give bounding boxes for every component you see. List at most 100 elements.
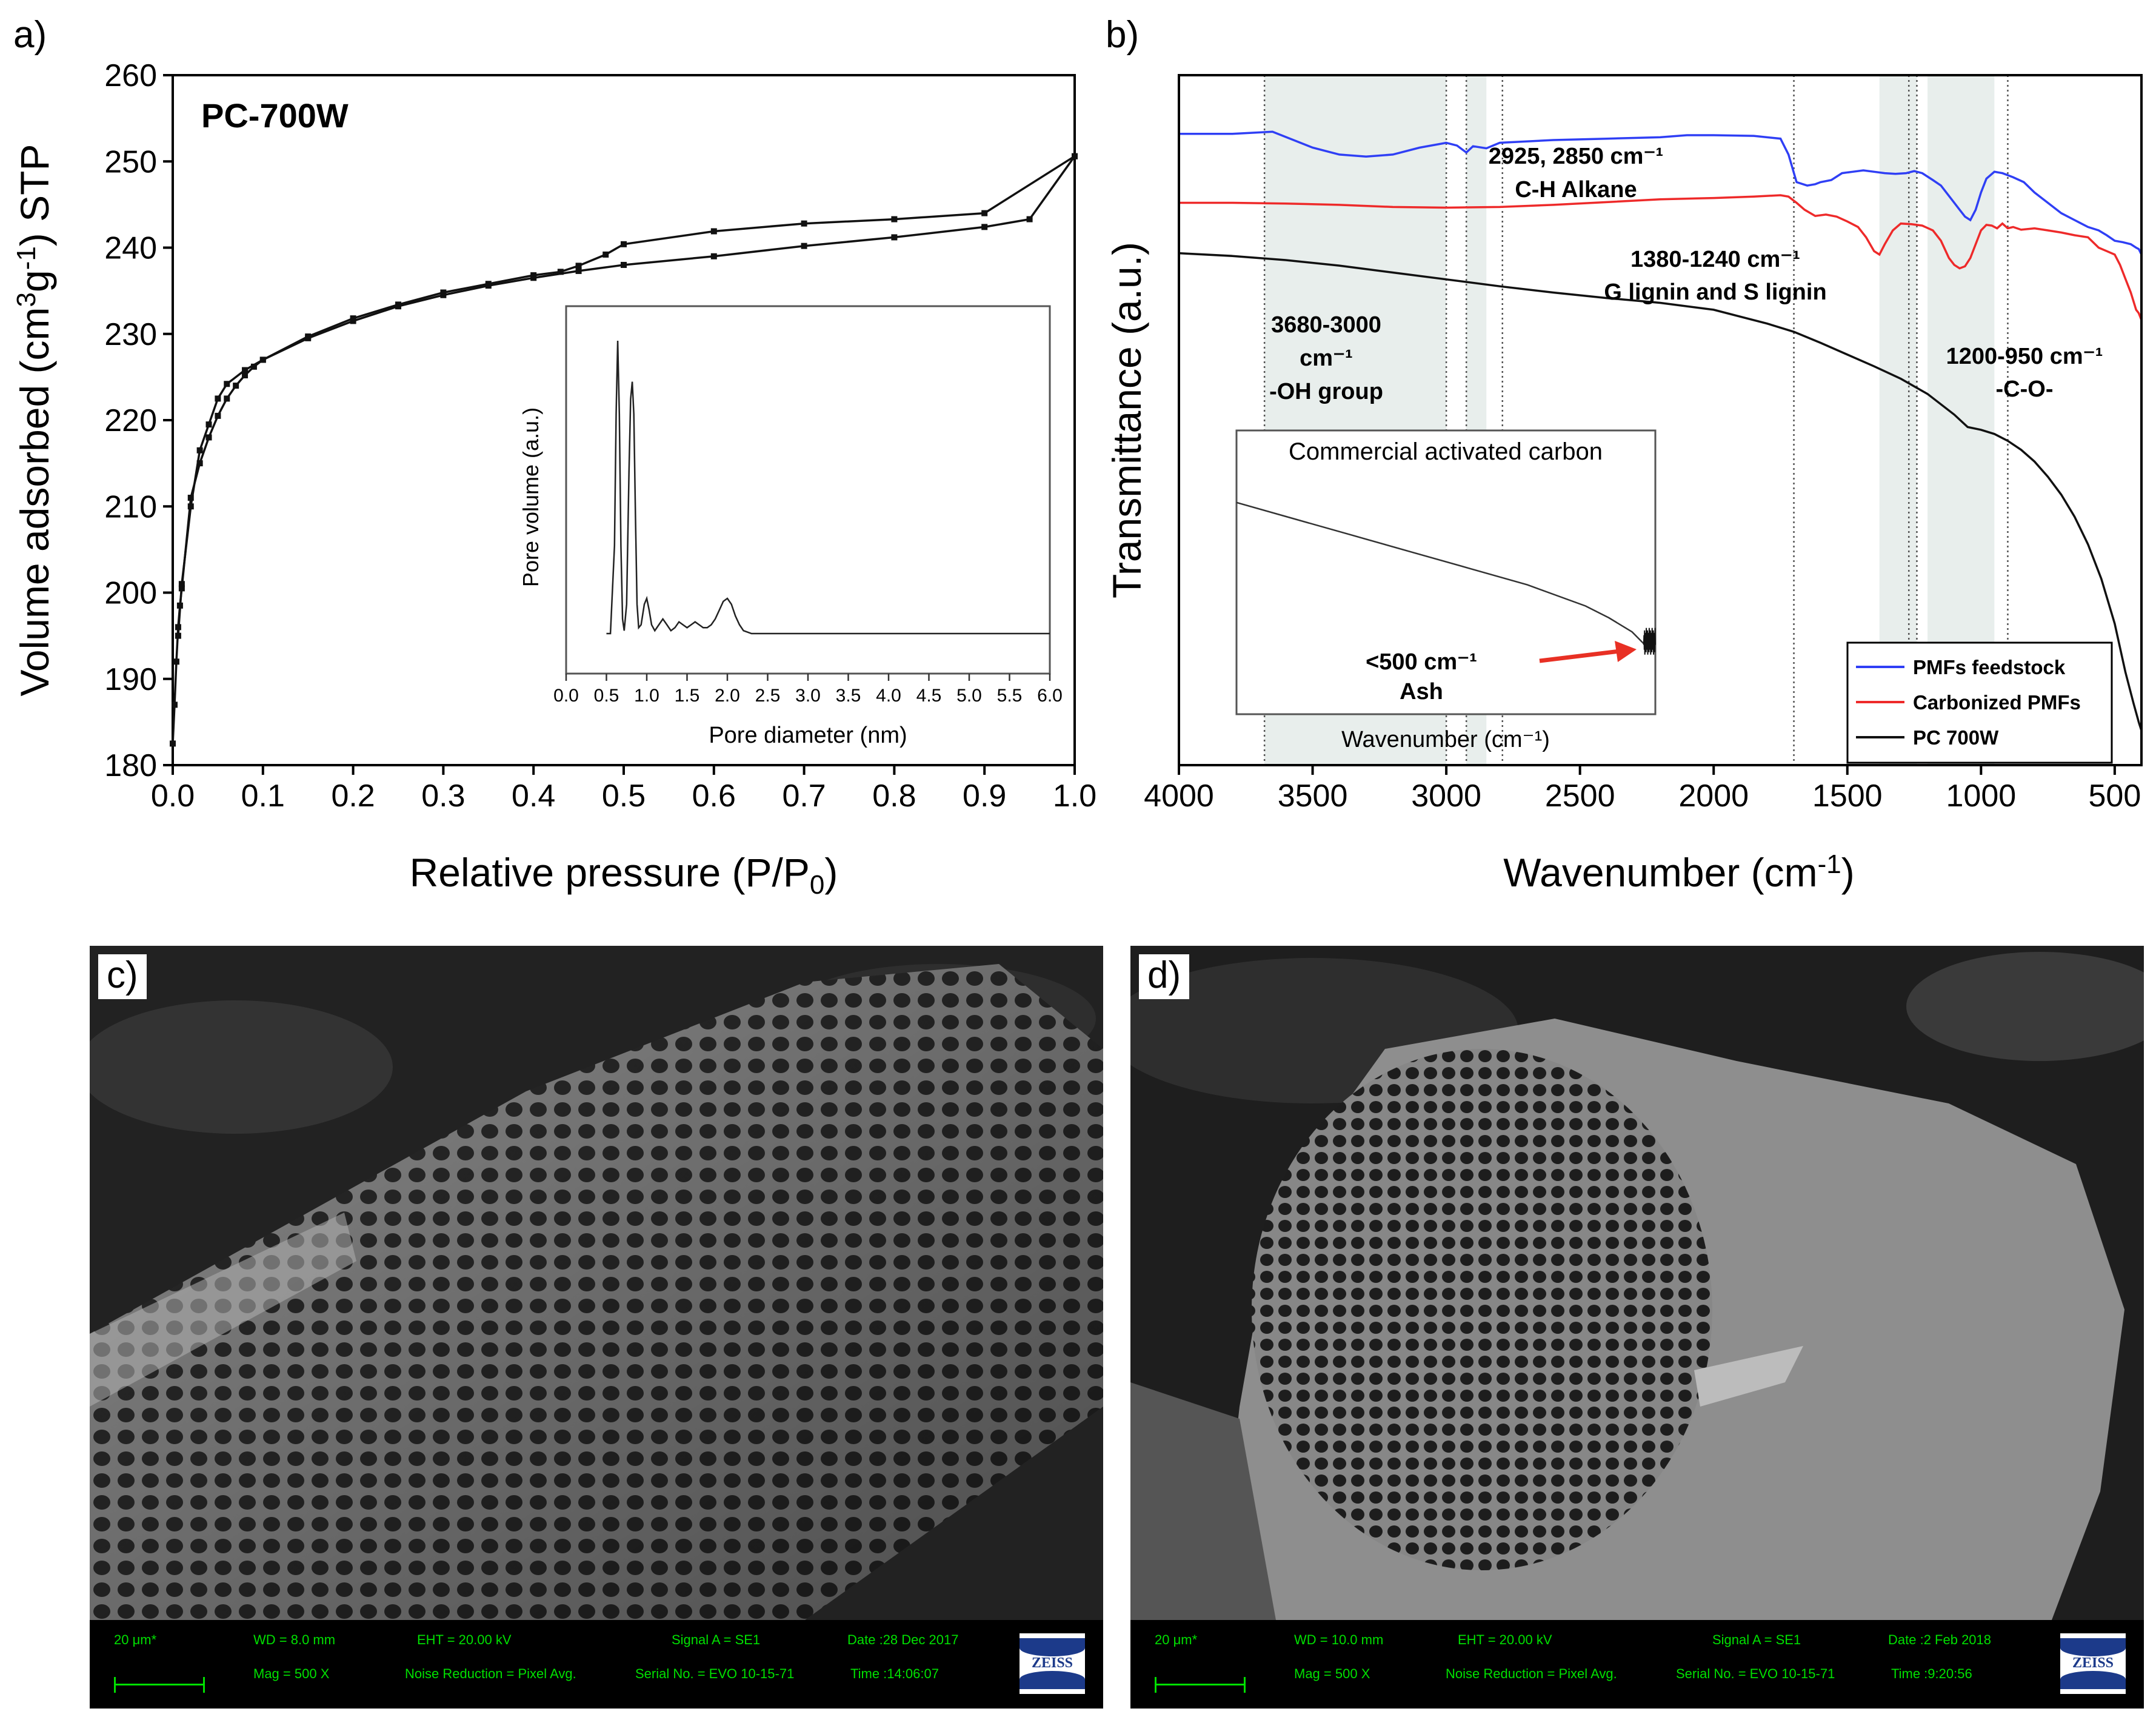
inset-x-tick-label: 0.5 — [594, 686, 619, 706]
x-tick-label: 0.9 — [963, 778, 1006, 814]
data-point — [242, 367, 249, 373]
ftir-inset-title: Commercial activated carbon — [1289, 438, 1603, 465]
ftir-y-axis-title: Transmittance (a.u.) — [1104, 242, 1149, 598]
data-point — [1026, 216, 1033, 223]
sem-d-label: d) — [1139, 954, 1190, 999]
annotation-lignin: 1380-1240 cm⁻¹ G lignin and S lignin — [1604, 247, 1826, 305]
sem-c-serial: Serial No. = EVO 10-15-71 — [635, 1666, 795, 1681]
data-point — [530, 272, 537, 279]
data-point — [891, 234, 898, 241]
pore-inset-frame — [565, 305, 1051, 675]
isotherm-x-axis-title: Relative pressure (P/P0) — [410, 850, 838, 900]
data-point — [1072, 153, 1078, 159]
sem-c-scale-text: 20 μm* — [114, 1632, 157, 1647]
sem-c-eht: EHT = 20.00 kV — [417, 1632, 512, 1647]
isotherm-y-axis-title: Volume adsorbed (cm3g-1) STP — [12, 144, 57, 696]
zeiss-logo-c-word: ZEISS — [1031, 1655, 1073, 1671]
sem-image-c: c) 20 μm* WD = 8.0 mm Mag = 500 X EHT = … — [90, 946, 1103, 1709]
data-point — [205, 434, 212, 441]
ftir-plot-frame — [1178, 74, 2143, 766]
data-point — [621, 261, 627, 268]
series-desorption — [177, 155, 1075, 636]
data-point — [259, 356, 266, 363]
annotation-lignin-line1: 1380-1240 cm⁻¹ — [1630, 247, 1800, 272]
sem-d-scale-text: 20 μm* — [1155, 1632, 1198, 1647]
sem-d-scale-bar — [1155, 1677, 1246, 1693]
panel-b-label: b) — [1106, 14, 1139, 56]
data-point — [602, 251, 609, 258]
sem-c-noise: Noise Reduction = Pixel Avg. — [405, 1666, 576, 1681]
data-point — [242, 372, 249, 379]
inset-x-tick-label: 3.5 — [836, 686, 861, 706]
data-point — [224, 381, 230, 387]
data-point — [233, 383, 239, 389]
series-line — [1178, 252, 2143, 731]
ftir-inset-ash-line1: <500 cm⁻¹ — [1366, 649, 1477, 675]
data-point — [215, 412, 221, 419]
x-tick-label: 1.0 — [1053, 778, 1096, 814]
sem-d-info-bar: 20 μm* WD = 10.0 mm Mag = 500 X EHT = 20… — [1130, 1620, 2144, 1709]
annotation-oh-line2: cm⁻¹ — [1300, 346, 1353, 371]
sem-d-date: Date :2 Feb 2018 — [1888, 1632, 1992, 1647]
data-point — [187, 495, 194, 501]
data-point — [187, 503, 194, 510]
sem-micrograph-d — [1130, 946, 2144, 1620]
figure-stage: a) PC-700W 0.0 0.1 0.2 0.3 0.4 0.5 0.6 0.7 0.8 0.… — [12, 14, 2143, 900]
legend-label: PC 700W — [1913, 726, 1999, 749]
inset-x-tick-label: 4.5 — [916, 686, 942, 706]
annotation-oh-line3: -OH group — [1269, 379, 1383, 404]
sem-d-eht: EHT = 20.00 kV — [1458, 1632, 1552, 1647]
inset-x-tick-label: 2.5 — [755, 686, 781, 706]
annotation-ch-line1: 2925, 2850 cm⁻¹ — [1489, 144, 1663, 169]
x-tick-label: 0.2 — [331, 778, 375, 814]
sem-c-time: Time :14:06:07 — [850, 1666, 939, 1681]
ftir-chart: 4000 3500 3000 2500 2000 1500 1000 500 Wavenumb… — [1104, 74, 2143, 895]
y-tick-label: 220 — [104, 403, 157, 438]
annotation-ch-alkane: 2925, 2850 cm⁻¹ C-H Alkane — [1489, 144, 1663, 202]
annotation-co-line2: -C-O- — [1996, 377, 2054, 402]
annotation-ch-line2: C-H Alkane — [1515, 177, 1637, 202]
x-tick-label: 1500 — [1812, 778, 1883, 814]
data-point — [215, 395, 221, 402]
data-point — [250, 363, 257, 370]
isotherm-axes: 0.0 0.1 0.2 0.3 0.4 0.5 0.6 0.7 0.8 0.9 1.0 180 190 2… — [104, 58, 1096, 814]
sem-d-mag: Mag = 500 X — [1294, 1666, 1370, 1681]
sem-d-wd: WD = 10.0 mm — [1294, 1632, 1384, 1647]
panel-a-label: a) — [13, 14, 47, 56]
data-point — [440, 289, 447, 296]
inset-x-tick-label: 1.0 — [634, 686, 659, 706]
annotation-lignin-line2: G lignin and S lignin — [1604, 279, 1826, 305]
zeiss-logo-d-word: ZEISS — [2072, 1655, 2114, 1671]
x-tick-label: 0.4 — [512, 778, 555, 814]
legend-label: PMFs feedstock — [1913, 656, 2066, 678]
data-point — [621, 241, 627, 247]
inset-x-tick-label: 0.0 — [553, 686, 579, 706]
data-point — [557, 269, 564, 275]
x-tick-label: 0.8 — [872, 778, 916, 814]
x-tick-label: 2500 — [1545, 778, 1615, 814]
x-tick-label: 4000 — [1144, 778, 1214, 814]
data-point — [575, 267, 582, 274]
data-point — [710, 228, 717, 235]
data-point — [485, 281, 492, 287]
data-point — [710, 253, 717, 259]
inset-x-tick-label: 2.0 — [715, 686, 740, 706]
series-line — [1179, 194, 2143, 321]
x-tick-label: 3000 — [1411, 778, 1481, 814]
sem-c-scale-bar — [114, 1677, 205, 1693]
sem-c-date: Date :28 Dec 2017 — [847, 1632, 959, 1647]
x-tick-label: 1000 — [1946, 778, 2016, 814]
series-line — [1179, 130, 2143, 255]
sem-d-noise: Noise Reduction = Pixel Avg. — [1446, 1666, 1617, 1681]
data-point — [170, 740, 176, 747]
ftir-inset-x-title: Wavenumber (cm⁻¹) — [1341, 727, 1550, 752]
annotation-oh-line1: 3680-3000 — [1271, 312, 1381, 338]
sem-micrograph-c — [90, 946, 1103, 1620]
pore-inset-axes: 0.0 0.5 1.0 1.5 2.0 2.5 3.0 3.5 4.0 4.5 5.0 5.5 6.0 — [553, 674, 1063, 706]
sem-image-d: d) 20 μm* WD = 10.0 mm Mag = 500 X EHT =… — [1130, 946, 2144, 1709]
sem-c-wd: WD = 8.0 mm — [253, 1632, 336, 1647]
y-tick-label: 210 — [104, 489, 157, 524]
sem-c-info-bar: 20 μm* WD = 8.0 mm Mag = 500 X EHT = 20.… — [90, 1620, 1103, 1709]
legend-label: Carbonized PMFs — [1913, 691, 2081, 714]
ftir-series — [1178, 130, 2143, 731]
